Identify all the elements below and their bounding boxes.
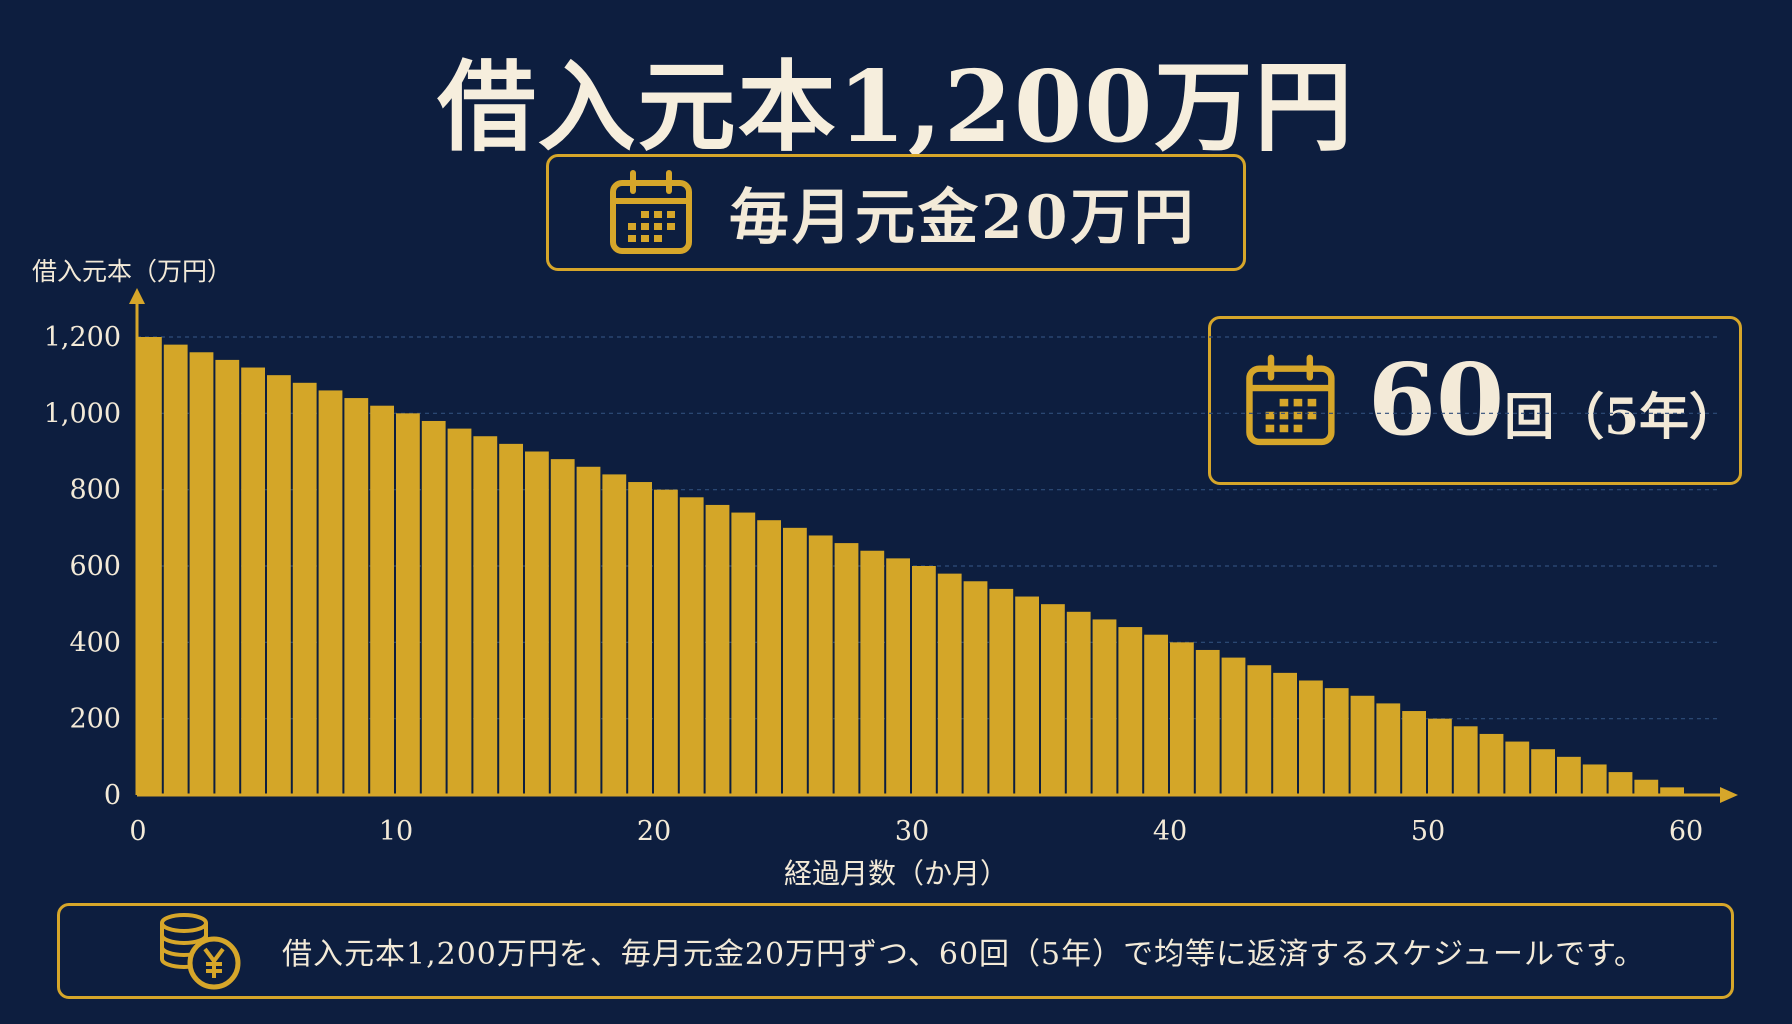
- bar: [1428, 718, 1452, 795]
- x-tick-label: 60: [1669, 816, 1703, 847]
- bar: [138, 337, 162, 795]
- bar: [1634, 779, 1659, 795]
- bar: [318, 390, 343, 795]
- bar: [1350, 695, 1375, 795]
- repayment-term-box: 60回（5年）: [1208, 316, 1742, 485]
- bar: [447, 428, 472, 795]
- bar: [654, 489, 678, 795]
- bar: [1402, 711, 1426, 795]
- monthly-principal-text: 毎月元金20万円: [729, 183, 1197, 253]
- repayment-count: 60: [1367, 343, 1505, 458]
- bar: [1582, 764, 1607, 795]
- bar: [1557, 756, 1581, 795]
- bar: [1660, 787, 1684, 795]
- x-tick-label: 40: [1153, 816, 1187, 847]
- y-tick-label: 1,000: [44, 398, 121, 429]
- bar: [267, 375, 291, 795]
- bar: [189, 352, 214, 795]
- bar: [1479, 733, 1504, 795]
- bar: [1221, 657, 1246, 795]
- bar: [370, 405, 394, 795]
- bar: [757, 520, 781, 795]
- x-axis-arrow: [1720, 787, 1738, 803]
- bar: [860, 550, 885, 795]
- bar: [421, 420, 446, 795]
- x-tick-label: 10: [379, 816, 413, 847]
- bar: [705, 504, 730, 795]
- y-axis-arrow: [129, 288, 145, 304]
- bar: [499, 443, 523, 795]
- summary-text: 借入元本1,200万円を、毎月元金20万円ずつ、60回（5年）で均等に返済するス…: [282, 937, 1646, 972]
- y-tick-label: 1,200: [44, 322, 121, 353]
- y-tick-label: 800: [69, 475, 121, 506]
- bar: [1092, 619, 1117, 795]
- x-tick-label: 20: [637, 816, 671, 847]
- bar: [628, 482, 652, 795]
- bar: [963, 581, 988, 795]
- bar: [473, 436, 498, 795]
- bar: [1324, 688, 1349, 795]
- bar: [1118, 627, 1143, 795]
- x-axis-label: 経過月数（か月）: [783, 857, 1008, 890]
- x-tick-label: 0: [129, 816, 146, 847]
- bar: [783, 527, 807, 795]
- bar: [679, 497, 704, 795]
- yen-coins-icon: [160, 913, 241, 990]
- bar: [1608, 772, 1633, 795]
- bar: [525, 451, 549, 795]
- bar: [1299, 680, 1323, 795]
- bar: [1066, 611, 1091, 795]
- summary-box: 借入元本1,200万円を、毎月元金20万円ずつ、60回（5年）で均等に返済するス…: [57, 903, 1734, 999]
- y-tick-label: 0: [104, 780, 121, 811]
- bar: [989, 588, 1014, 795]
- y-tick-label: 400: [69, 627, 121, 658]
- bar: [731, 512, 756, 795]
- bar: [1144, 634, 1168, 795]
- x-tick-label: 30: [895, 816, 929, 847]
- bar: [1041, 604, 1065, 795]
- bar: [1015, 596, 1039, 795]
- bar: [292, 382, 317, 795]
- bar: [912, 566, 936, 795]
- bar: [602, 474, 627, 795]
- bar: [808, 535, 833, 795]
- repayment-term-text: 60回（5年）: [1368, 343, 1739, 458]
- bar: [241, 367, 265, 795]
- bar: [396, 413, 420, 795]
- page-title: 借入元本1,200万円: [437, 50, 1355, 165]
- repayment-count-suffix: 回（5年）: [1504, 387, 1739, 446]
- calendar-icon: [610, 169, 692, 254]
- bar: [937, 573, 962, 795]
- bar: [1247, 665, 1272, 795]
- y-axis-label: 借入元本（万円）: [32, 257, 233, 286]
- y-tick-label: 200: [69, 704, 121, 735]
- monthly-principal-box: 毎月元金20万円: [546, 154, 1246, 271]
- bar: [576, 466, 601, 795]
- bar: [344, 398, 369, 795]
- y-tick-label: 600: [69, 551, 121, 582]
- bar: [1170, 642, 1194, 795]
- bar: [886, 558, 910, 795]
- bar: [550, 459, 575, 795]
- bar: [1376, 703, 1401, 795]
- bar: [163, 344, 188, 795]
- x-tick-label: 50: [1411, 816, 1445, 847]
- bar: [1453, 726, 1478, 795]
- bar: [1531, 749, 1555, 795]
- bar: [834, 543, 859, 795]
- bar: [1195, 649, 1220, 795]
- bar: [1505, 741, 1530, 795]
- calendar-icon: [1246, 354, 1335, 445]
- bar: [215, 359, 240, 795]
- bar: [1273, 672, 1297, 795]
